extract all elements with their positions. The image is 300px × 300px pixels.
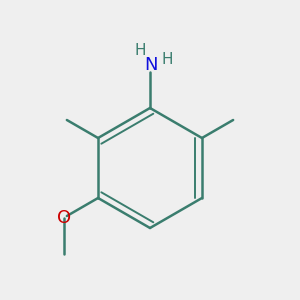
Text: H: H	[134, 43, 146, 58]
Text: O: O	[57, 209, 71, 227]
Text: N: N	[145, 56, 158, 74]
Text: H: H	[161, 52, 173, 68]
